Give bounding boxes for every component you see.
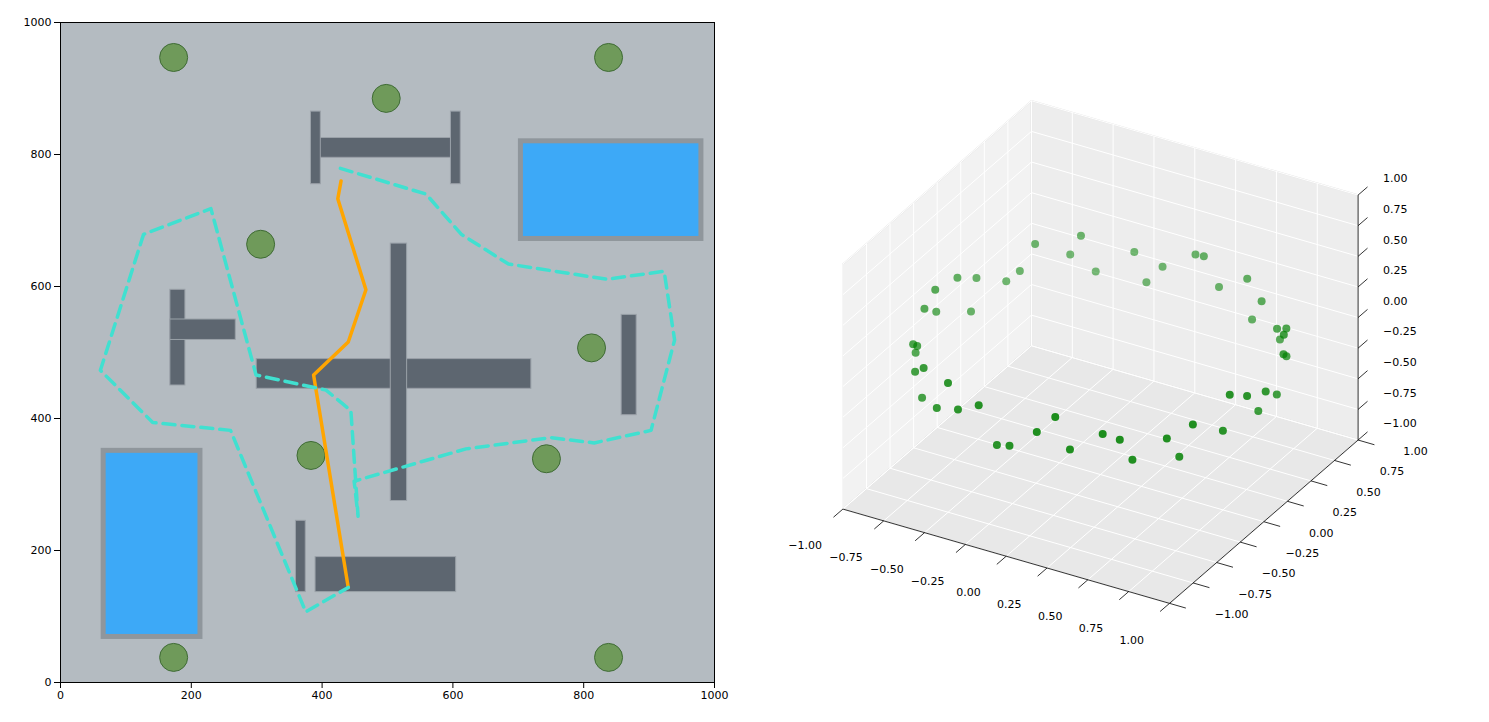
svg-text:−0.25: −0.25 — [1383, 325, 1417, 338]
svg-text:600: 600 — [442, 689, 463, 702]
svg-text:1.00: 1.00 — [1403, 445, 1428, 458]
svg-text:400: 400 — [312, 689, 333, 702]
svg-text:−1.00: −1.00 — [1383, 417, 1417, 430]
svg-text:0.25: 0.25 — [1383, 264, 1408, 277]
svg-text:0.50: 0.50 — [1038, 610, 1063, 623]
svg-text:600: 600 — [31, 280, 52, 293]
svg-text:0: 0 — [57, 689, 64, 702]
svg-text:1000: 1000 — [24, 16, 52, 29]
svg-text:0.00: 0.00 — [1383, 295, 1408, 308]
svg-text:−0.50: −0.50 — [1262, 567, 1296, 580]
svg-text:0.00: 0.00 — [1309, 527, 1334, 540]
svg-text:−0.75: −0.75 — [829, 551, 863, 564]
svg-text:1000: 1000 — [701, 689, 729, 702]
svg-text:−0.25: −0.25 — [1285, 547, 1319, 560]
svg-text:400: 400 — [31, 412, 52, 425]
svg-text:200: 200 — [31, 544, 52, 557]
svg-text:−0.75: −0.75 — [1238, 588, 1272, 601]
svg-text:−1.00: −1.00 — [788, 539, 822, 552]
svg-text:200: 200 — [181, 689, 202, 702]
svg-text:−0.50: −0.50 — [870, 563, 904, 576]
svg-text:0.75: 0.75 — [1079, 622, 1104, 635]
svg-text:0.00: 0.00 — [956, 586, 981, 599]
svg-text:−1.00: −1.00 — [1215, 608, 1249, 621]
svg-text:−0.50: −0.50 — [1383, 356, 1417, 369]
svg-text:0.50: 0.50 — [1356, 486, 1381, 499]
svg-text:800: 800 — [31, 148, 52, 161]
svg-text:0.25: 0.25 — [997, 598, 1022, 611]
svg-text:0.75: 0.75 — [1380, 465, 1405, 478]
svg-text:0.50: 0.50 — [1383, 234, 1408, 247]
svg-text:0.75: 0.75 — [1383, 203, 1408, 216]
svg-text:−0.25: −0.25 — [911, 575, 945, 588]
svg-text:−0.75: −0.75 — [1383, 387, 1417, 400]
svg-text:0: 0 — [45, 676, 52, 689]
svg-text:1.00: 1.00 — [1383, 172, 1408, 185]
svg-text:800: 800 — [573, 689, 594, 702]
svg-text:1.00: 1.00 — [1120, 634, 1145, 647]
svg-text:0.25: 0.25 — [1333, 506, 1358, 519]
